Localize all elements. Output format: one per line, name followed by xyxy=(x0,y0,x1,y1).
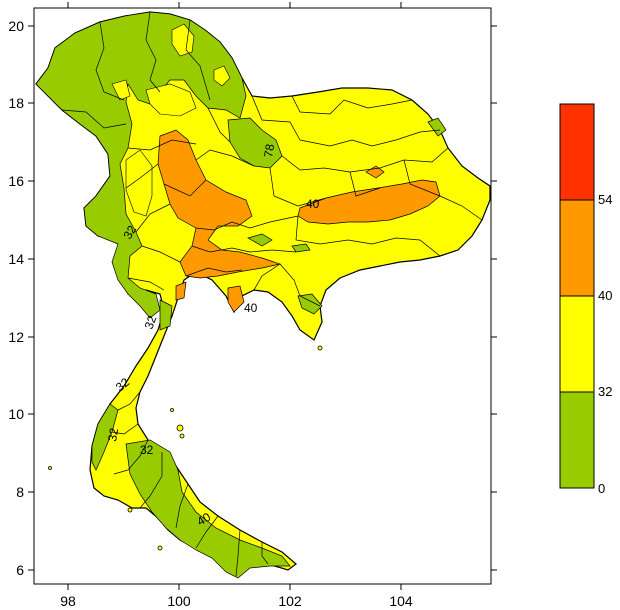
legend-label: 32 xyxy=(598,384,612,399)
legend: 54 40 32 0 xyxy=(559,103,612,496)
high-zone-coast xyxy=(227,285,245,313)
legend-label: 0 xyxy=(598,481,605,496)
low-zone-south-center xyxy=(125,439,291,579)
y-tick-label: 16 xyxy=(8,173,24,189)
low-zone-central-east-1 xyxy=(247,233,273,247)
border-line-3 xyxy=(185,19,211,101)
y-tick-labels: 20 18 16 14 12 10 8 6 xyxy=(8,18,24,578)
y-tick-label: 12 xyxy=(8,329,24,345)
border-line-17 xyxy=(163,179,207,197)
border-line-33 xyxy=(261,542,269,565)
low-zone-isan-small xyxy=(427,117,447,137)
border-line-2 xyxy=(145,11,161,93)
islands xyxy=(48,345,323,551)
border-line-19 xyxy=(195,215,299,231)
x-axis xyxy=(67,2,402,590)
y-tick-label: 6 xyxy=(16,562,24,578)
border-line-26 xyxy=(117,391,141,411)
x-tick-label: 102 xyxy=(278,593,302,609)
high-zone-isan xyxy=(297,179,441,225)
y-tick-label: 20 xyxy=(8,18,24,34)
border-line-7 xyxy=(251,95,301,141)
border-line-14 xyxy=(295,215,441,257)
border-line-29 xyxy=(139,452,163,509)
high-zones xyxy=(157,129,441,313)
border-line-12 xyxy=(349,171,381,197)
y-axis xyxy=(28,25,497,571)
border-line-5 xyxy=(127,139,197,151)
border-line-23 xyxy=(253,263,281,291)
mid-pocket-2 xyxy=(213,65,231,87)
high-zone-bay xyxy=(175,281,187,301)
mid-pockets xyxy=(111,23,231,217)
y-tick-label: 18 xyxy=(8,95,24,111)
high-zone-isan-small xyxy=(365,165,385,179)
contour-label: 32 xyxy=(140,443,154,457)
legend-bin-high xyxy=(559,199,595,297)
contour-label: 32 xyxy=(105,427,121,443)
border-line-22 xyxy=(279,263,321,307)
border-line-25 xyxy=(127,277,165,291)
border-line-4 xyxy=(61,109,127,129)
high-zone-central xyxy=(157,129,282,279)
contour-labels: 78 40 32 32 32 32 32 40 40 xyxy=(105,143,320,529)
legend-label: 54 xyxy=(598,192,612,207)
island-6 xyxy=(317,345,323,351)
x-tick-label: 104 xyxy=(389,593,413,609)
border-line-18 xyxy=(135,203,171,233)
legend-bin-low xyxy=(559,391,595,489)
x-tick-labels: 98 100 102 104 xyxy=(60,593,413,609)
contour-label: 32 xyxy=(142,313,160,331)
low-zone-north-west xyxy=(35,11,247,319)
contour-label: 40 xyxy=(195,510,214,529)
border-line-10 xyxy=(281,147,449,173)
contour-label: 40 xyxy=(244,301,258,315)
island-2 xyxy=(179,433,185,439)
mid-pocket-3 xyxy=(111,79,131,101)
mid-pocket-5 xyxy=(125,149,153,217)
map-frame xyxy=(33,7,492,585)
low-zone-central-east-2 xyxy=(291,243,311,253)
border-line-20 xyxy=(191,245,297,253)
island-1 xyxy=(176,424,184,432)
x-tick-label: 98 xyxy=(60,593,76,609)
border-line-30 xyxy=(175,483,189,529)
legend-bin-very-high xyxy=(559,103,595,201)
border-line-27 xyxy=(111,423,139,435)
border-line-24 xyxy=(141,245,181,263)
contour-label: 40 xyxy=(306,197,320,211)
border-line-15 xyxy=(195,149,255,167)
border-line-1 xyxy=(95,21,125,101)
y-tick-label: 14 xyxy=(8,251,24,267)
low-zone-east-coast xyxy=(297,293,323,315)
low-zones xyxy=(35,11,447,579)
island-4 xyxy=(48,466,52,470)
border-line-31 xyxy=(195,515,219,549)
legend-bin-mid xyxy=(559,295,595,393)
border-line-21 xyxy=(185,267,243,277)
border-line-6 xyxy=(207,107,231,143)
border-line-9 xyxy=(299,129,441,147)
y-tick-label: 8 xyxy=(16,484,24,500)
contour-label: 32 xyxy=(120,223,139,242)
border-line-13 xyxy=(403,159,483,221)
border-line-16 xyxy=(125,163,159,189)
border-line-8 xyxy=(291,95,413,115)
x-tick-label: 100 xyxy=(167,593,191,609)
island-7 xyxy=(157,545,163,551)
island-3 xyxy=(170,408,174,412)
low-zone-west-coast xyxy=(159,299,173,331)
border-line-28 xyxy=(113,439,149,475)
border-line-11 xyxy=(269,167,327,207)
border-line-32 xyxy=(235,529,241,577)
province-borders xyxy=(61,11,483,577)
low-zone-north-east xyxy=(227,117,283,169)
mid-pocket-4 xyxy=(145,83,197,117)
island-5 xyxy=(127,507,133,513)
contour-label: 78 xyxy=(261,143,277,159)
legend-label: 40 xyxy=(598,288,612,303)
y-tick-label: 10 xyxy=(8,406,24,422)
